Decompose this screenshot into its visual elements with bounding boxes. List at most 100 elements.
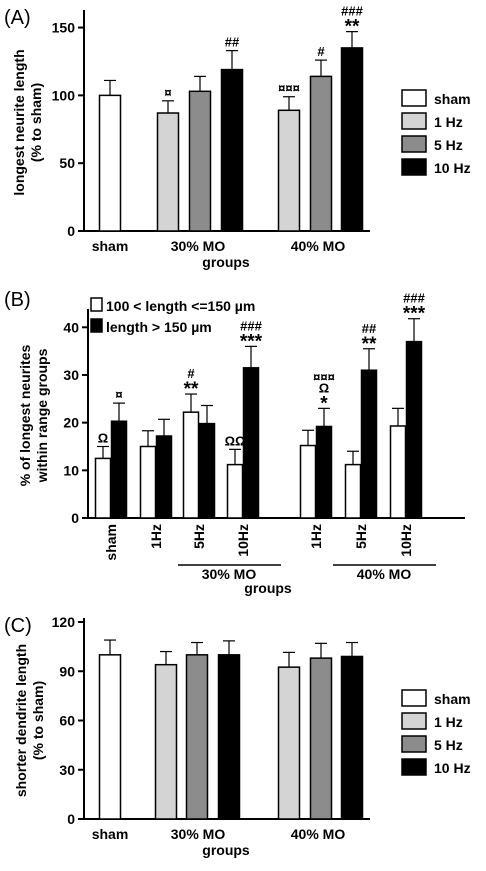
significance-label: ** <box>184 379 199 400</box>
x-tick-label: 5Hz <box>191 524 207 549</box>
panel-label: (A) <box>4 7 31 29</box>
significance-label: ** <box>362 334 377 355</box>
bar <box>340 655 364 820</box>
bar <box>139 445 157 519</box>
subgroup-label: 40% MO <box>357 566 412 582</box>
significance-label: ### <box>403 291 425 306</box>
x-axis-label: groups <box>202 842 250 858</box>
legend-swatch <box>401 758 427 776</box>
bar <box>405 340 423 519</box>
x-group-label: 30% MO <box>171 238 226 254</box>
y-tick-label: 0 <box>67 811 75 827</box>
y-tick-label: 30 <box>63 367 79 383</box>
bar <box>360 369 378 519</box>
significance-label: ## <box>225 35 240 50</box>
significance-label: Ω <box>319 380 329 395</box>
legend-swatch <box>401 112 427 130</box>
bar <box>344 463 362 519</box>
x-tick-label: 1Hz <box>148 524 164 549</box>
y-tick-label: 50 <box>59 155 75 171</box>
bar <box>220 68 244 232</box>
y-axis-label-line: within range groups <box>34 348 50 483</box>
y-tick-label: 100 <box>52 87 76 103</box>
bar <box>110 420 128 519</box>
y-tick-label: 150 <box>52 20 76 36</box>
bar <box>94 457 112 519</box>
legend-label: length > 150 µm <box>106 319 212 335</box>
significance-label: ¤¤¤ <box>278 81 300 96</box>
legend-swatch <box>401 89 427 107</box>
legend-swatch <box>90 318 103 333</box>
y-axis-label: longest neurite length(% to sham) <box>11 49 44 195</box>
significance-label: *** <box>240 331 263 352</box>
bar <box>182 411 200 519</box>
legend-swatch <box>90 297 103 312</box>
y-axis-label-line: shorter dendrite length <box>13 644 29 797</box>
bar <box>185 654 209 820</box>
bar <box>309 75 333 232</box>
significance-label: ¤¤¤ <box>313 369 335 384</box>
legend-swatch <box>401 135 427 153</box>
legend-swatch <box>401 158 427 176</box>
bar <box>155 435 173 519</box>
x-tick-label: 1Hz <box>308 524 324 549</box>
y-tick-label: 0 <box>67 223 75 239</box>
bar <box>198 422 216 519</box>
panel-b-chart: (B) 0 10 20 30 40 % of longest neuriteswithin … <box>4 289 465 596</box>
y-tick-label: 10 <box>63 462 79 478</box>
y-axis-label: shorter dendrite length(% to sham) <box>13 644 46 797</box>
y-tick-label: 20 <box>63 415 79 431</box>
x-tick-label: 10Hz <box>398 524 414 557</box>
legend-label: 1 Hz <box>434 114 463 130</box>
y-tick-label: 0 <box>71 510 79 526</box>
x-axis-label: groups <box>244 580 292 596</box>
x-tick-label: 10Hz <box>235 524 251 557</box>
panel-label: (B) <box>4 289 31 311</box>
y-tick-label: 60 <box>59 713 75 729</box>
y-axis-label-line: % of longest neurites <box>17 345 33 487</box>
significance-label: ### <box>341 4 363 19</box>
x-group-label: 40% MO <box>291 238 346 254</box>
x-tick-label: sham <box>103 524 119 561</box>
x-group-label: 30% MO <box>171 826 226 842</box>
bar <box>277 109 301 232</box>
bar <box>188 90 212 232</box>
significance-label: * <box>320 393 328 414</box>
panel-a-chart: (A) 0 50 100 150 longest neurite length(% to … <box>4 4 471 270</box>
legend-label: 5 Hz <box>434 737 463 753</box>
significance-label: Ω <box>98 430 108 445</box>
bar <box>242 367 260 519</box>
subgroup-label: 30% MO <box>202 566 257 582</box>
significance-label: ¤ <box>164 85 171 100</box>
significance-label: ** <box>345 17 360 38</box>
y-axis-label: % of longest neuriteswithin range groups <box>17 345 50 487</box>
significance-label: ΩΩ <box>225 433 246 448</box>
significance-label: ### <box>240 318 262 333</box>
bar <box>315 425 333 519</box>
bar <box>277 666 301 820</box>
legend-swatch <box>401 735 427 753</box>
x-group-label: sham <box>92 238 129 254</box>
panel-label: (C) <box>4 615 32 637</box>
significance-label: ¤ <box>115 387 122 402</box>
panel-c-chart: (C) 0 30 60 90 120 shorter dendrite length(% t… <box>4 614 471 858</box>
significance-label: # <box>187 366 195 381</box>
y-tick-label: 30 <box>59 762 75 778</box>
legend-label: 10 Hz <box>434 760 471 776</box>
y-tick-label: 120 <box>52 614 76 630</box>
y-tick-label: 40 <box>63 319 79 335</box>
y-axis-label-line: (% to sham) <box>28 83 44 162</box>
bar <box>309 657 333 820</box>
y-axis-label-line: (% to sham) <box>30 681 46 760</box>
bar <box>98 94 122 232</box>
bar <box>226 463 244 519</box>
legend-label: 10 Hz <box>434 160 471 176</box>
x-axis-label: groups <box>202 254 250 270</box>
bar <box>340 47 364 232</box>
legend-label: 1 Hz <box>434 714 463 730</box>
y-axis-label-line: longest neurite length <box>11 49 27 195</box>
legend-label: sham <box>434 91 471 107</box>
x-group-label: sham <box>92 826 129 842</box>
bar <box>299 444 317 519</box>
